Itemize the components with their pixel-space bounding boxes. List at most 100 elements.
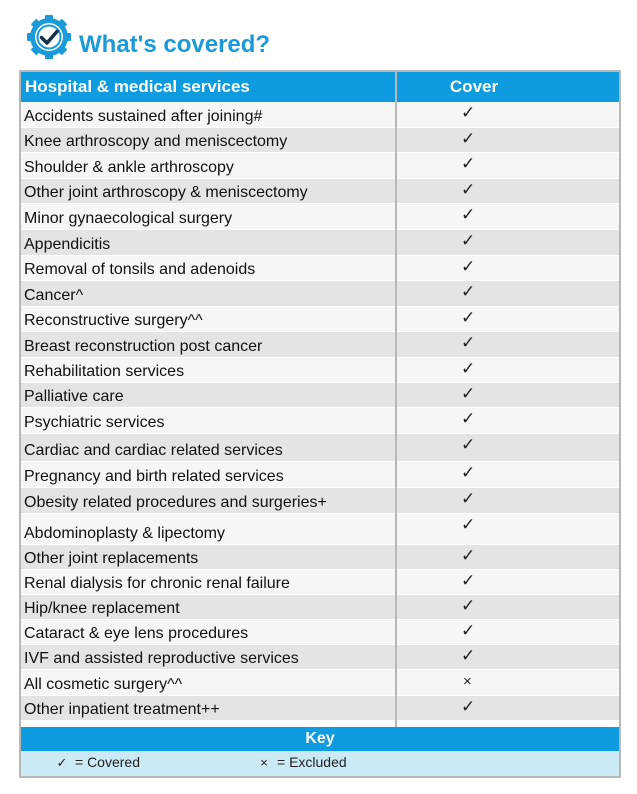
table-row: Rehabilitation services ✓	[21, 358, 619, 383]
table-body: Accidents sustained after joining# ✓ Knee …	[21, 102, 619, 721]
cover-cell: ✓	[397, 230, 619, 256]
cover-cell: ✓	[397, 545, 619, 570]
key-title: Key	[21, 727, 619, 751]
table-row: Other joint arthroscopy & meniscectomy ✓	[21, 179, 619, 204]
cover-cell: ✓	[397, 696, 619, 721]
coverage-table: Hospital & medical services Cover Accide…	[19, 70, 621, 778]
table-row: Psychiatric services ✓	[21, 408, 619, 434]
check-icon: ✓	[461, 596, 476, 615]
service-name: Cancer^	[24, 287, 84, 304]
check-icon: ✓	[461, 282, 476, 301]
service-cell: IVF and assisted reproductive services	[21, 645, 395, 670]
service-name: Cataract & eye lens procedures	[24, 625, 249, 642]
service-cell: Other joint replacements	[21, 545, 395, 570]
service-name: Cardiac and cardiac related services	[24, 442, 283, 459]
service-name: All cosmetic surgery^^	[24, 676, 183, 693]
cover-cell: ✓	[397, 570, 619, 595]
service-name: Other joint arthroscopy & meniscectomy	[24, 184, 308, 201]
cover-cell: ✓	[397, 488, 619, 514]
service-name: Rehabilitation services	[24, 363, 185, 380]
key-excluded: × = Excluded	[257, 751, 346, 776]
cover-cell: ✓	[397, 102, 619, 128]
service-cell: All cosmetic surgery^^	[21, 670, 395, 696]
service-cell: Cardiac and cardiac related services	[21, 434, 395, 462]
service-name: Appendicitis	[24, 236, 111, 253]
service-cell: Minor gynaecological surgery	[21, 204, 395, 230]
service-name: Hip/knee replacement	[24, 600, 180, 617]
service-cell: Cancer^	[21, 281, 395, 307]
check-icon: ✓	[56, 755, 68, 770]
service-cell: Hip/knee replacement	[21, 595, 395, 620]
service-name: Other joint replacements	[24, 550, 199, 567]
check-icon: ✓	[461, 257, 476, 276]
service-name: Shoulder & ankle arthroscopy	[24, 159, 234, 176]
service-name: Other inpatient treatment++	[24, 701, 220, 718]
cover-cell: ✓	[397, 434, 619, 462]
service-name: IVF and assisted reproductive services	[24, 650, 299, 667]
service-cell: Rehabilitation services	[21, 358, 395, 383]
table-row: Knee arthroscopy and meniscectomy ✓	[21, 128, 619, 153]
check-icon: ✓	[461, 180, 476, 199]
column-header-services: Hospital & medical services	[21, 72, 395, 102]
column-divider	[395, 72, 397, 727]
table-row: Renal dialysis for chronic renal failure…	[21, 570, 619, 595]
service-name: Pregnancy and birth related services	[24, 468, 284, 485]
check-icon: ✓	[461, 333, 476, 352]
cross-icon: ×	[260, 755, 268, 770]
check-icon: ✓	[461, 515, 476, 534]
check-icon: ✓	[461, 384, 476, 403]
service-name: Psychiatric services	[24, 414, 165, 431]
check-icon: ✓	[461, 129, 476, 148]
key-legend: ✓ = Covered × = Excluded	[21, 751, 619, 776]
cover-cell: ✓	[397, 645, 619, 670]
check-icon: ✓	[461, 435, 476, 454]
table-row: Other joint replacements ✓	[21, 545, 619, 570]
service-name: Renal dialysis for chronic renal failure	[24, 575, 290, 592]
cover-cell: ✓	[397, 256, 619, 281]
table-row: Shoulder & ankle arthroscopy ✓	[21, 153, 619, 179]
page-header: What's covered?	[26, 14, 616, 62]
service-cell: Accidents sustained after joining#	[21, 102, 395, 128]
service-name: Minor gynaecological surgery	[24, 210, 233, 227]
cover-cell: ✓	[397, 462, 619, 488]
table-row: Accidents sustained after joining# ✓	[21, 102, 619, 128]
table-row: Hip/knee replacement ✓	[21, 595, 619, 620]
check-icon: ✓	[461, 571, 476, 590]
table-row: Reconstructive surgery^^ ✓	[21, 307, 619, 332]
table-row: Removal of tonsils and adenoids ✓	[21, 256, 619, 281]
check-icon: ✓	[461, 154, 476, 173]
service-name: Knee arthroscopy and meniscectomy	[24, 133, 288, 150]
table-header-row: Hospital & medical services Cover	[21, 72, 619, 102]
cover-cell: ✓	[397, 281, 619, 307]
table-row: Cardiac and cardiac related services ✓	[21, 434, 619, 462]
cover-cell: ✓	[397, 383, 619, 408]
service-name: Accidents sustained after joining#	[24, 108, 263, 125]
service-cell: Renal dialysis for chronic renal failure	[21, 570, 395, 595]
check-icon: ✓	[461, 646, 476, 665]
service-cell: Other joint arthroscopy & meniscectomy	[21, 179, 395, 204]
cover-cell: ✓	[397, 307, 619, 332]
service-name: Breast reconstruction post cancer	[24, 338, 263, 355]
table-row: Pregnancy and birth related services ✓	[21, 462, 619, 488]
cover-cell: ✓	[397, 514, 619, 545]
service-cell: Pregnancy and birth related services	[21, 462, 395, 488]
table-row: Breast reconstruction post cancer ✓	[21, 332, 619, 358]
service-cell: Psychiatric services	[21, 408, 395, 434]
service-cell: Appendicitis	[21, 230, 395, 256]
cover-cell: ✓	[397, 204, 619, 230]
check-icon: ✓	[461, 463, 476, 482]
cover-cell: ✓	[397, 358, 619, 383]
cover-cell: ✓	[397, 128, 619, 153]
service-cell: Abdominoplasty & lipectomy	[21, 514, 395, 545]
table-row: Abdominoplasty & lipectomy ✓	[21, 514, 619, 545]
column-header-cover: Cover	[397, 72, 619, 102]
check-icon: ✓	[461, 205, 476, 224]
service-cell: Shoulder & ankle arthroscopy	[21, 153, 395, 179]
service-cell: Breast reconstruction post cancer	[21, 332, 395, 358]
cover-cell: ✓	[397, 153, 619, 179]
cover-cell: ✓	[397, 595, 619, 620]
service-cell: Removal of tonsils and adenoids	[21, 256, 395, 281]
table-row: Palliative care ✓	[21, 383, 619, 408]
table-row: Obesity related procedures and surgeries…	[21, 488, 619, 514]
check-icon: ✓	[461, 308, 476, 327]
